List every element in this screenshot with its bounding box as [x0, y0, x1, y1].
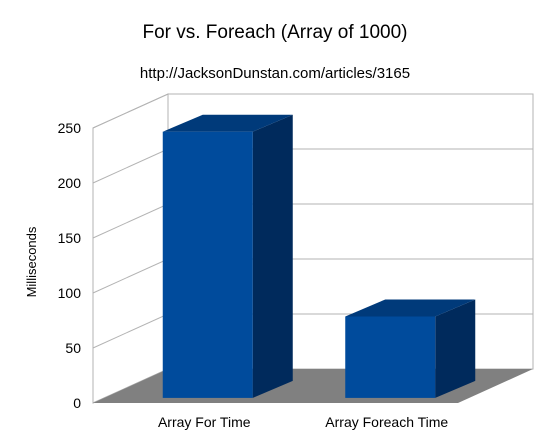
y-tick-label: 200: [58, 175, 82, 191]
bar-side: [435, 299, 476, 398]
y-tick-label: 50: [65, 340, 81, 356]
y-axis-label: Milliseconds: [24, 226, 39, 297]
x-tick-label: Array Foreach Time: [325, 414, 448, 430]
chart-title: For vs. Foreach (Array of 1000): [142, 22, 407, 43]
bar-front: [162, 131, 253, 398]
x-tick-label: Array For Time: [158, 414, 251, 430]
chart-subtitle: http://JacksonDunstan.com/articles/3165: [140, 65, 410, 82]
bar: [345, 299, 476, 398]
bar-top: [162, 114, 293, 132]
x-tick-labels: Array For Time Array Foreach Time: [158, 414, 448, 430]
left-wall: [92, 93, 169, 404]
y-tick-label: 150: [58, 230, 82, 246]
y-tick-label: 250: [58, 120, 82, 136]
bars: [162, 114, 476, 398]
y-tick-label: 0: [73, 395, 81, 411]
bar-front: [345, 316, 436, 398]
gridline: [92, 93, 533, 129]
bar-side: [252, 114, 293, 398]
y-tick-labels: 0 50 100 150 200 250: [58, 120, 82, 411]
y-tick-label: 100: [58, 285, 82, 301]
bar: [162, 114, 293, 398]
bar-top: [345, 299, 476, 317]
